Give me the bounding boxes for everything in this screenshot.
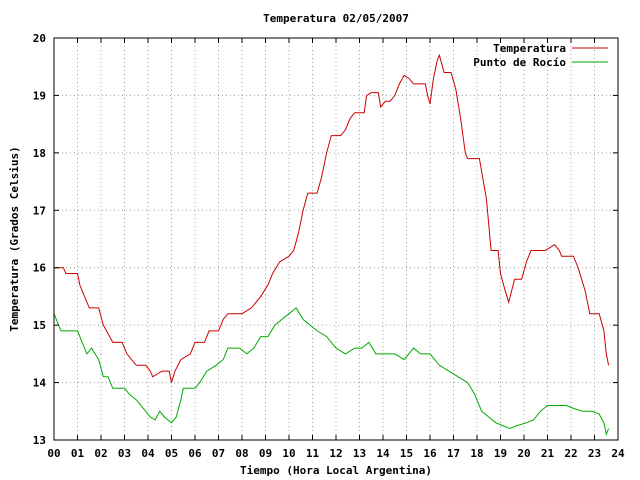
y-tick-label: 13	[33, 434, 46, 447]
x-tick-label: 01	[71, 447, 85, 460]
y-axis-label: Temperatura (Grados Celsius)	[8, 146, 21, 331]
y-tick-label: 18	[33, 147, 46, 160]
legend-label: Temperatura	[493, 42, 566, 55]
x-tick-label: 12	[329, 447, 342, 460]
x-tick-label: 02	[94, 447, 107, 460]
x-tick-label: 15	[400, 447, 413, 460]
x-tick-label: 06	[188, 447, 202, 460]
x-tick-label: 18	[470, 447, 483, 460]
x-tick-label: 08	[235, 447, 248, 460]
series-line-0	[54, 53, 610, 383]
ticks: 00 01 02 03 04 05 06 07 08 09 10 11 12 13 14 15 16 17 18 19…	[33, 32, 625, 460]
x-tick-label: 10	[282, 447, 295, 460]
x-tick-label: 11	[306, 447, 320, 460]
x-tick-label: 07	[212, 447, 225, 460]
x-tick-label: 04	[141, 447, 155, 460]
x-tick-label: 17	[447, 447, 460, 460]
x-tick-label: 20	[517, 447, 530, 460]
x-tick-label: 22	[564, 447, 577, 460]
y-tick-label: 14	[33, 377, 47, 390]
series-layer	[53, 53, 610, 437]
y-tick-label: 19	[33, 89, 46, 102]
x-tick-label: 03	[118, 447, 131, 460]
x-axis-label: Tiempo (Hora Local Argentina)	[240, 464, 432, 477]
x-tick-label: 14	[376, 447, 390, 460]
x-tick-label: 16	[423, 447, 437, 460]
grid	[54, 38, 618, 440]
x-tick-label: 09	[259, 447, 272, 460]
legend-label: Punto de Rocío	[473, 56, 566, 69]
x-tick-label: 00	[47, 447, 60, 460]
x-tick-label: 19	[494, 447, 507, 460]
x-tick-label: 24	[611, 447, 625, 460]
x-tick-label: 23	[588, 447, 601, 460]
x-tick-label: 05	[165, 447, 178, 460]
chart-title: Temperatura 02/05/2007	[263, 12, 409, 25]
x-tick-label: 13	[353, 447, 366, 460]
series-line-1	[53, 307, 610, 437]
y-tick-label: 20	[33, 32, 46, 45]
y-tick-label: 15	[33, 319, 46, 332]
y-tick-label: 16	[33, 262, 47, 275]
y-tick-label: 17	[33, 204, 46, 217]
x-tick-label: 21	[541, 447, 555, 460]
